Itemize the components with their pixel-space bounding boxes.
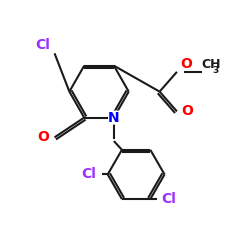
Text: O: O bbox=[37, 130, 49, 144]
Text: Cl: Cl bbox=[35, 38, 50, 52]
Text: Cl: Cl bbox=[162, 192, 176, 206]
Text: CH: CH bbox=[202, 58, 221, 70]
Text: 3: 3 bbox=[212, 66, 218, 75]
Text: N: N bbox=[108, 110, 120, 124]
Text: O: O bbox=[181, 104, 193, 118]
Text: O: O bbox=[180, 56, 192, 70]
Text: Cl: Cl bbox=[82, 168, 96, 181]
